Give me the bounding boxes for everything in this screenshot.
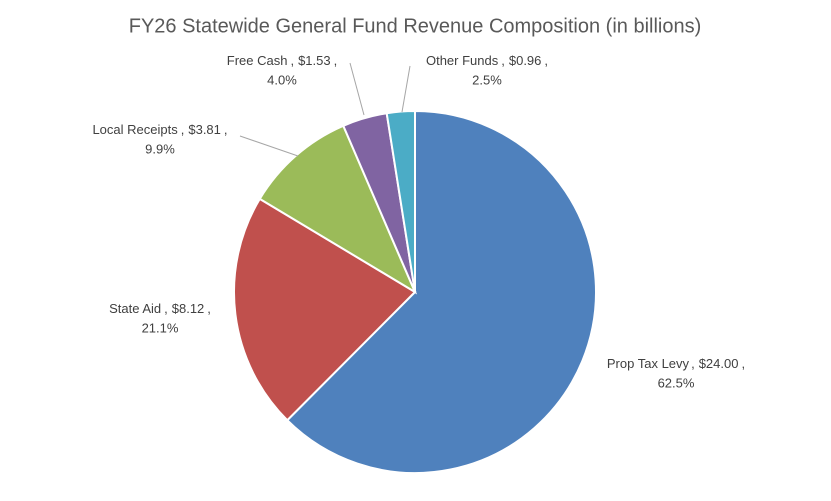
label-category: State Aid <box>109 301 161 316</box>
percent-label: 2.5% <box>472 72 502 87</box>
label-separator: , <box>334 53 338 68</box>
chart-title: FY26 Statewide General Fund Revenue Comp… <box>129 15 702 37</box>
label-category: Prop Tax Levy <box>607 356 690 371</box>
leader-line <box>401 65 411 113</box>
label-separator: , <box>224 122 228 137</box>
pie-slice <box>233 197 417 422</box>
label-value: $24.00 <box>699 356 739 371</box>
label-separator: , <box>691 356 695 371</box>
data-label: Other Funds, $0.96, <box>426 53 548 68</box>
label-separator: , <box>290 53 294 68</box>
label-separator: , <box>544 53 548 68</box>
leader-line <box>239 135 299 157</box>
leader-line <box>349 62 365 116</box>
data-label: Local Receipts, $3.81, <box>92 122 227 137</box>
label-category: Other Funds <box>426 53 499 68</box>
percent-label: 4.0% <box>267 72 297 87</box>
label-separator: , <box>501 53 505 68</box>
pie-slice <box>385 109 416 293</box>
label-separator: , <box>164 301 168 316</box>
data-label: State Aid, $8.12, <box>109 301 211 316</box>
label-separator: , <box>207 301 211 316</box>
percent-label: 62.5% <box>658 375 695 390</box>
pie-slice <box>258 124 418 295</box>
label-separator: , <box>181 122 185 137</box>
label-value: $3.81 <box>188 122 221 137</box>
label-separator: , <box>741 356 745 371</box>
label-value: $8.12 <box>172 301 205 316</box>
percent-label: 9.9% <box>145 141 175 156</box>
label-value: $1.53 <box>298 53 331 68</box>
pie-slice <box>285 109 597 474</box>
label-category: Free Cash <box>227 53 288 68</box>
percent-label: 21.1% <box>142 320 179 335</box>
data-label: Prop Tax Levy, $24.00, <box>607 356 745 371</box>
label-category: Local Receipts <box>92 122 178 137</box>
label-value: $0.96 <box>509 53 542 68</box>
data-label: Free Cash, $1.53, <box>227 53 338 68</box>
